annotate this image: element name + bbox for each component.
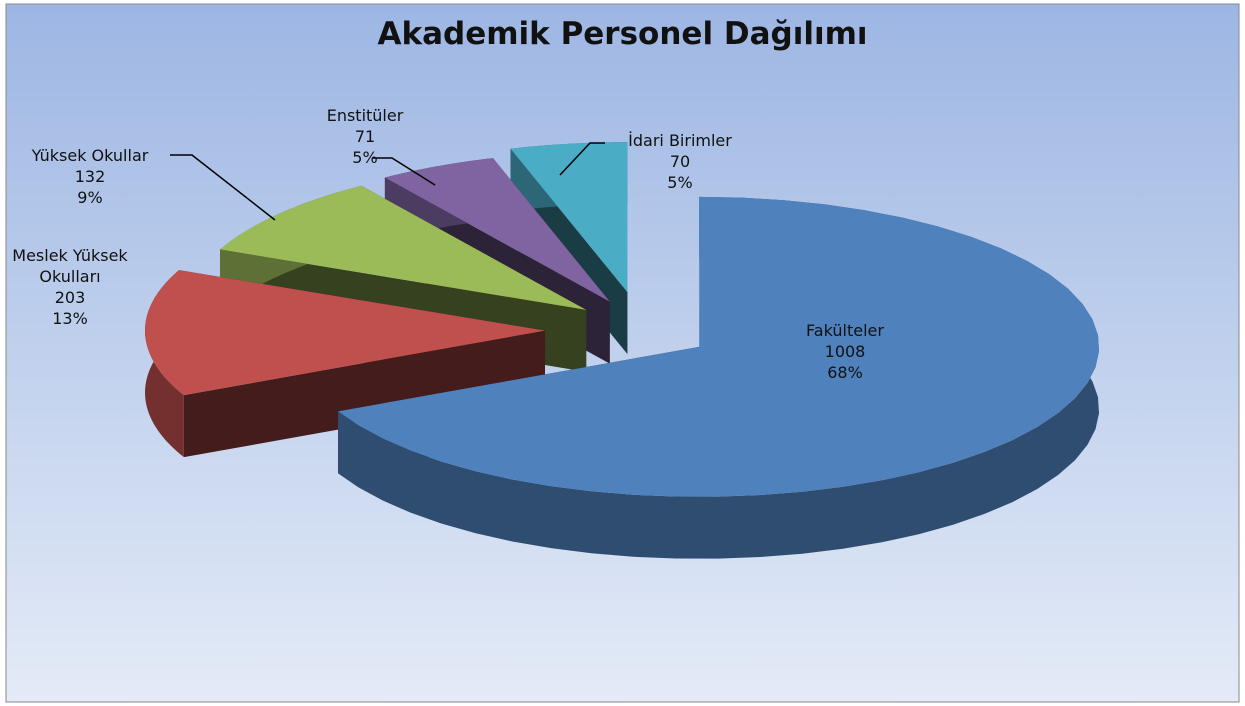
data-label: Yüksek Okullar 132 9%	[5, 145, 175, 208]
label-value: 132	[74, 167, 106, 186]
leader-line	[170, 154, 276, 221]
label-name: İdari Birimler	[628, 131, 732, 150]
slice	[145, 270, 546, 396]
label-value: 203	[54, 288, 86, 307]
slice	[220, 185, 587, 310]
label-name: Fakülteler	[806, 321, 884, 340]
leader-line	[372, 157, 436, 186]
data-label: İdari Birimler 70 5%	[595, 130, 765, 193]
label-name: Enstitüler	[326, 106, 404, 125]
label-name: Yüksek Okullar	[31, 146, 149, 165]
leader-line	[559, 142, 605, 176]
label-value: 71	[354, 127, 376, 146]
label-value: 70	[669, 152, 691, 171]
label-name: Meslek Yüksek Okulları	[12, 246, 128, 286]
label-percent: 68%	[827, 363, 863, 382]
chart-title: Akademik Personel Dağılımı	[377, 16, 868, 52]
label-percent: 5%	[667, 173, 693, 192]
data-label: Meslek Yüksek Okulları 203 13%	[0, 245, 145, 329]
label-percent: 13%	[52, 309, 88, 328]
label-percent: 9%	[77, 188, 103, 207]
label-percent: 5%	[352, 148, 378, 167]
slice	[510, 142, 628, 293]
data-label: Fakülteler 1008 68%	[760, 320, 930, 383]
slice	[338, 196, 1100, 497]
data-label: Enstitüler 71 5%	[280, 105, 450, 168]
label-value: 1008	[824, 342, 866, 361]
slice	[384, 158, 610, 302]
leader-lines	[170, 142, 605, 221]
